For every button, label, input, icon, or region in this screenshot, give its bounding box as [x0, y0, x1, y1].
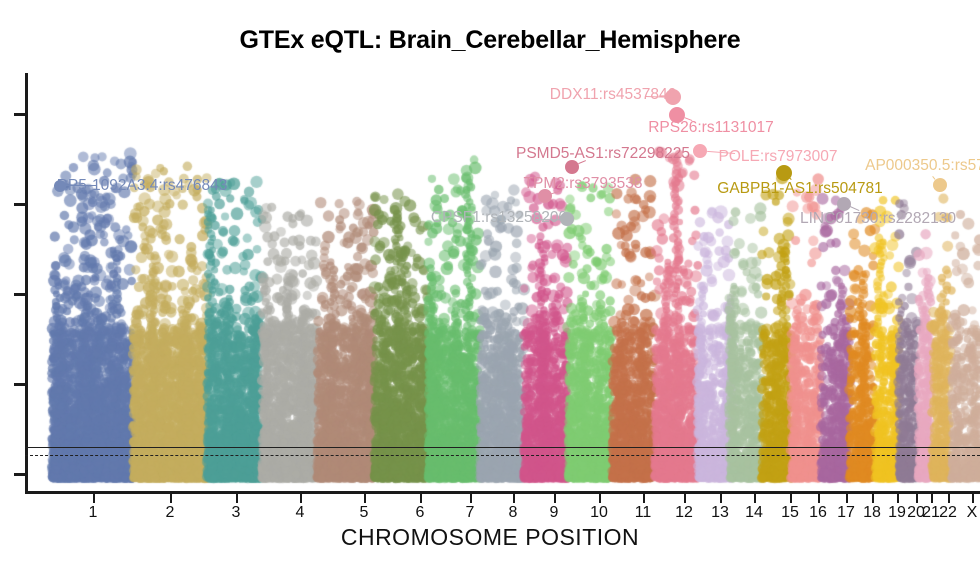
annotated-variant-point[interactable]: [776, 165, 792, 181]
x-axis-tick-label-3: 3: [231, 504, 241, 521]
x-axis-tick-label-22: 22: [939, 504, 957, 521]
annotated-variant-point[interactable]: [560, 212, 574, 226]
y-axis-spine: [25, 73, 28, 494]
x-axis-tick-8: [513, 494, 515, 503]
annotated-variant-point[interactable]: [837, 197, 851, 211]
x-axis-tick-label-9: 9: [549, 504, 559, 521]
x-axis-tick-label-17: 17: [837, 504, 855, 521]
x-axis-tick-11: [643, 494, 645, 503]
annotation-label[interactable]: CPSF1:rs13258200: [430, 209, 568, 226]
y-axis-tick: [14, 383, 25, 386]
x-axis-tick-16: [818, 494, 820, 503]
annotated-variant-point[interactable]: [565, 160, 579, 174]
annotated-variant-point[interactable]: [669, 107, 685, 123]
x-axis-tick-14: [754, 494, 756, 503]
x-axis-tick-X: [972, 494, 974, 503]
x-axis-tick-label-16: 16: [809, 504, 827, 521]
x-axis-tick-label-14: 14: [745, 504, 763, 521]
x-axis-tick-10: [599, 494, 601, 503]
x-axis-tick-15: [790, 494, 792, 503]
suggestive-significance-line: [25, 455, 980, 456]
annotation-label[interactable]: LINC01730:rs2282130: [800, 210, 956, 227]
x-axis-tick-label-X: X: [966, 504, 978, 521]
annotated-variant-point[interactable]: [693, 144, 707, 158]
x-axis-tick-1: [93, 494, 95, 503]
x-axis-tick-19: [897, 494, 899, 503]
y-axis-tick: [14, 473, 25, 476]
annotation-label[interactable]: DDX11:rs4537846: [549, 86, 677, 103]
x-axis-tick-label-4: 4: [295, 504, 305, 521]
genomewide-significance-line: [25, 447, 980, 448]
annotation-label[interactable]: PSMD5-AS1:rs72298225: [515, 145, 691, 162]
x-axis-tick-13: [720, 494, 722, 503]
y-axis-tick: [14, 203, 25, 206]
x-axis-tick-3: [236, 494, 238, 503]
y-axis-tick: [14, 293, 25, 296]
annotation-label[interactable]: POLE:rs7973007: [718, 148, 838, 165]
x-axis-tick-label-18: 18: [863, 504, 881, 521]
x-axis-tick-label-2: 2: [165, 504, 175, 521]
annotated-variant-point[interactable]: [665, 89, 681, 105]
x-axis-tick-18: [872, 494, 874, 503]
x-axis-tick-label-15: 15: [781, 504, 799, 521]
x-axis-tick-17: [846, 494, 848, 503]
x-axis-tick-4: [300, 494, 302, 503]
x-axis-tick-2: [170, 494, 172, 503]
x-axis-tick-label-19: 19: [888, 504, 906, 521]
annotated-variant-point[interactable]: [538, 189, 552, 203]
x-axis-tick-label-21: 21: [922, 504, 940, 521]
x-axis-tick-label-5: 5: [359, 504, 369, 521]
x-axis-tick-label-20: 20: [907, 504, 925, 521]
x-axis-tick-12: [684, 494, 686, 503]
annotation-label[interactable]: RPS26:rs1131017: [648, 119, 774, 136]
x-axis-tick-21: [931, 494, 933, 503]
x-axis-tick-label-6: 6: [415, 504, 425, 521]
x-axis-title: CHROMOSOME POSITION: [340, 524, 640, 550]
x-axis-tick-22: [948, 494, 950, 503]
x-axis-tick-6: [420, 494, 422, 503]
annotation-label[interactable]: AP000350.5:rs57: [865, 157, 980, 174]
x-axis-tick-label-10: 10: [590, 504, 608, 521]
x-axis-tick-label-13: 13: [711, 504, 729, 521]
x-axis-tick-9: [554, 494, 556, 503]
x-axis-tick-label-11: 11: [634, 504, 652, 521]
x-axis-tick-label-8: 8: [508, 504, 518, 521]
annotated-variant-point[interactable]: [933, 178, 947, 192]
x-axis-tick-5: [364, 494, 366, 503]
x-axis-tick-label-12: 12: [675, 504, 693, 521]
x-axis-tick-20: [916, 494, 918, 503]
x-axis-tick-label-7: 7: [465, 504, 475, 521]
x-axis-tick-label-1: 1: [88, 504, 98, 521]
annotation-label[interactable]: GABPB1-AS1:rs504781: [717, 180, 883, 197]
annotated-variant-point[interactable]: [54, 180, 66, 192]
x-axis-tick-7: [470, 494, 472, 503]
annotation-label[interactable]: TPM2:rs3793538: [523, 175, 643, 192]
x-axis-spine: [25, 491, 980, 494]
y-axis-tick: [14, 113, 25, 116]
annotation-label[interactable]: RP5-1092A3.4:rs476843: [56, 177, 228, 194]
